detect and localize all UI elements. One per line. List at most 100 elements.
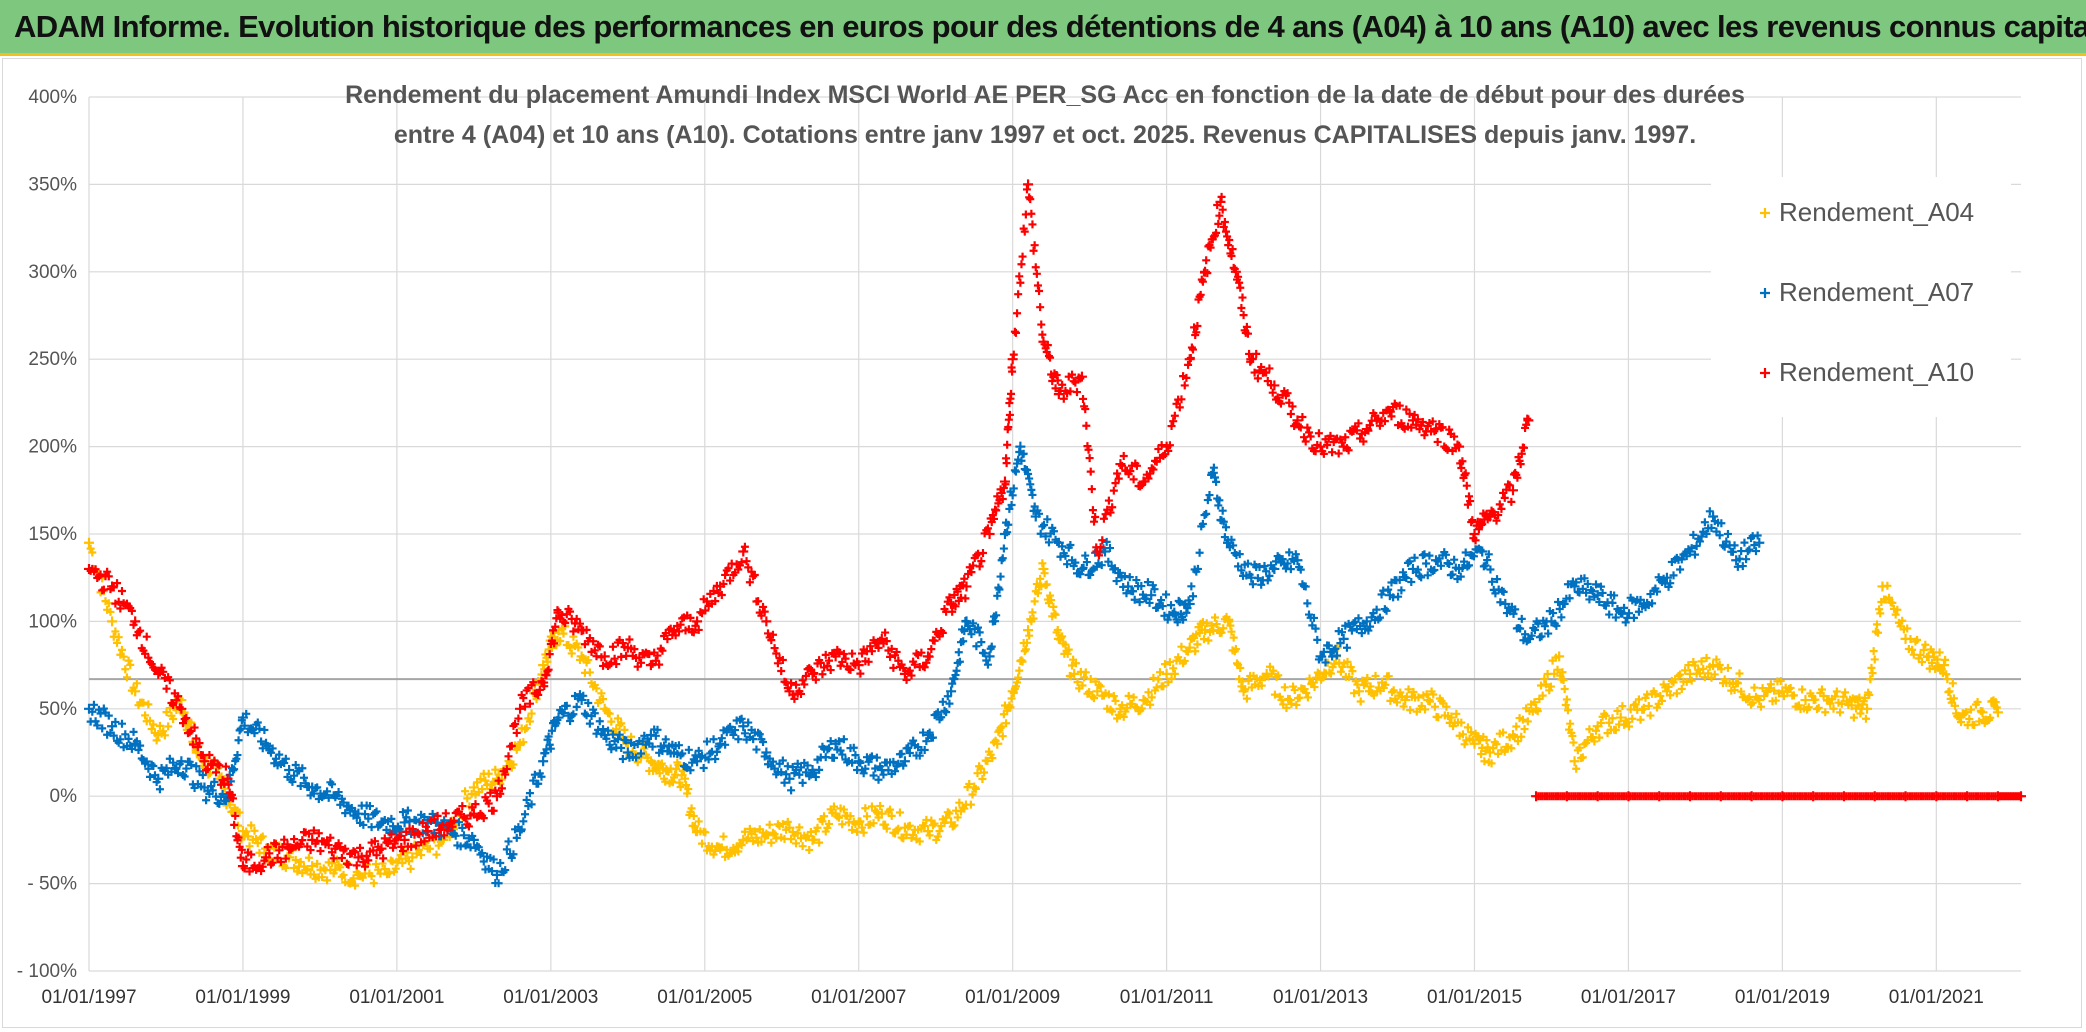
trace-point-rendement-a04: [1916, 651, 1925, 660]
trace-point-rendement-a10: [1044, 352, 1053, 361]
data-point-rendement-a04: [576, 651, 587, 662]
trace-point-rendement-a04: [159, 727, 168, 736]
trace-point-rendement-a04: [1976, 706, 1985, 715]
data-point-rendement-a10: [376, 843, 387, 854]
trace-point-rendement-a07: [1219, 517, 1228, 526]
trace-point-rendement-a10: [975, 562, 984, 571]
trace-point-rendement-a07: [132, 737, 141, 746]
trace-point-rendement-a07: [562, 701, 571, 710]
trace-point-rendement-a04: [861, 804, 870, 813]
trace-point-rendement-a10: [484, 799, 493, 808]
trace-point-rendement-a07: [711, 755, 720, 764]
trace-point-rendement-a07: [1557, 613, 1566, 622]
trace-point-rendement-a07: [1620, 603, 1629, 612]
data-point-rendement-a07: [468, 834, 479, 845]
trace-point-rendement-a07: [1200, 511, 1209, 520]
trace-point-rendement-a04: [559, 629, 568, 638]
trace-point-rendement-a10: [450, 816, 459, 825]
trace-point-rendement-a10: [544, 665, 553, 674]
trace-point-rendement-a07: [1377, 590, 1386, 599]
trace-point-rendement-a10: [1018, 252, 1027, 261]
trace-point-rendement-a07: [1583, 579, 1592, 588]
trace-point-rendement-a07: [1028, 490, 1037, 499]
trace-point-rendement-a04: [164, 722, 173, 731]
trace-point-rendement-a07: [945, 699, 954, 708]
trace-point-rendement-a04: [1085, 688, 1094, 697]
trace-point-rendement-a10: [1144, 474, 1153, 483]
trace-point-rendement-a07: [1629, 613, 1638, 622]
trace-point-rendement-a10: [280, 835, 289, 844]
trace-point-rendement-a04: [1363, 674, 1372, 683]
trace-point-rendement-a04: [1282, 703, 1291, 712]
trace-point-rendement-a10: [1461, 469, 1470, 478]
trace-point-rendement-a04: [672, 765, 681, 774]
trace-point-rendement-a07: [182, 764, 191, 773]
data-point-rendement-a10: [984, 529, 995, 539]
trace-point-rendement-a07: [1011, 467, 1020, 476]
trace-point-rendement-a10: [772, 649, 781, 658]
trace-point-rendement-a07: [872, 753, 881, 762]
trace-point-rendement-a10: [237, 845, 246, 854]
data-point-rendement-a07: [1269, 563, 1280, 574]
trace-point-rendement-a10: [1252, 349, 1261, 358]
data-point-rendement-a04: [853, 817, 864, 828]
trace-point-rendement-a04: [1575, 743, 1584, 752]
trace-point-rendement-a04: [1618, 702, 1627, 711]
trace-point-rendement-a07: [622, 736, 631, 745]
trace-point-rendement-a07: [517, 825, 526, 834]
trace-point-rendement-a10: [1354, 419, 1363, 428]
trace-point-rendement-a04: [1336, 667, 1345, 676]
trace-point-rendement-a04: [820, 812, 829, 821]
trace-point-rendement-a10: [1020, 227, 1029, 236]
header-banner: ADAM Informe. Evolution historique des p…: [0, 0, 2086, 56]
y-tick-label: 0%: [50, 786, 78, 807]
trace-point-rendement-a07: [1425, 551, 1434, 560]
trace-point-rendement-a07: [607, 745, 616, 754]
trace-point-rendement-a10: [846, 665, 855, 674]
trace-point-rendement-a07: [451, 831, 460, 840]
trace-point-rendement-a07: [1496, 598, 1505, 607]
y-axis: 400% 350% 300% 250% 200% 150% 100% 50% 0% - 50% - …: [17, 87, 77, 982]
trace-point-rendement-a07: [1157, 596, 1166, 605]
trace-point-rendement-a07: [459, 831, 468, 840]
trace-point-rendement-a04: [1512, 722, 1521, 731]
trace-point-rendement-a04: [744, 834, 753, 843]
trace-point-rendement-a10: [618, 639, 627, 648]
trace-point-rendement-a10: [945, 593, 954, 602]
trace-point-rendement-a04: [1204, 636, 1213, 645]
trace-point-rendement-a07: [546, 744, 555, 753]
trace-point-rendement-a04: [1723, 663, 1732, 672]
trace-point-rendement-a10: [653, 651, 662, 660]
trace-point-rendement-a10: [1058, 380, 1067, 389]
trace-point-rendement-a10: [988, 511, 997, 520]
trace-point-rendement-a07: [124, 734, 133, 743]
trace-point-rendement-a07: [1407, 578, 1416, 587]
trace-point-rendement-a10: [874, 643, 883, 652]
trace-point-rendement-a04: [971, 784, 980, 793]
legend-label: Rendement_A10: [1779, 357, 1974, 387]
trace-point-rendement-a10: [1238, 293, 1247, 302]
trace-point-rendement-a10: [637, 658, 645, 667]
trace-point-rendement-a07: [1338, 628, 1346, 637]
data-point-rendement-a10: [1200, 266, 1211, 277]
trace-point-rendement-a10: [1495, 500, 1504, 509]
trace-point-rendement-a10: [236, 853, 245, 862]
trace-point-rendement-a10: [1186, 354, 1195, 363]
trace-point-rendement-a10: [1011, 328, 1020, 337]
trace-point-rendement-a04: [1160, 660, 1169, 669]
trace-point-rendement-a07: [208, 786, 217, 795]
trace-point-rendement-a07: [632, 753, 641, 762]
trace-point-rendement-a10: [1088, 506, 1097, 515]
trace-point-rendement-a10: [1169, 417, 1178, 426]
data-point-rendement-a07: [538, 756, 549, 767]
performance-chart: 400% 350% 300% 250% 200% 150% 100% 50% 0% - 50% - …: [17, 81, 2026, 1008]
trace-point-rendement-a04: [1442, 702, 1451, 711]
trace-point-rendement-a10: [658, 646, 667, 655]
trace-point-rendement-a07: [402, 813, 411, 822]
trace-point-rendement-a10: [1147, 464, 1156, 473]
trace-point-rendement-a04: [1562, 695, 1571, 704]
trace-point-rendement-a04: [1046, 591, 1055, 600]
trace-point-rendement-a07: [1209, 463, 1218, 472]
trace-point-rendement-a07: [653, 725, 662, 734]
trace-point-rendement-a04: [1078, 681, 1087, 690]
